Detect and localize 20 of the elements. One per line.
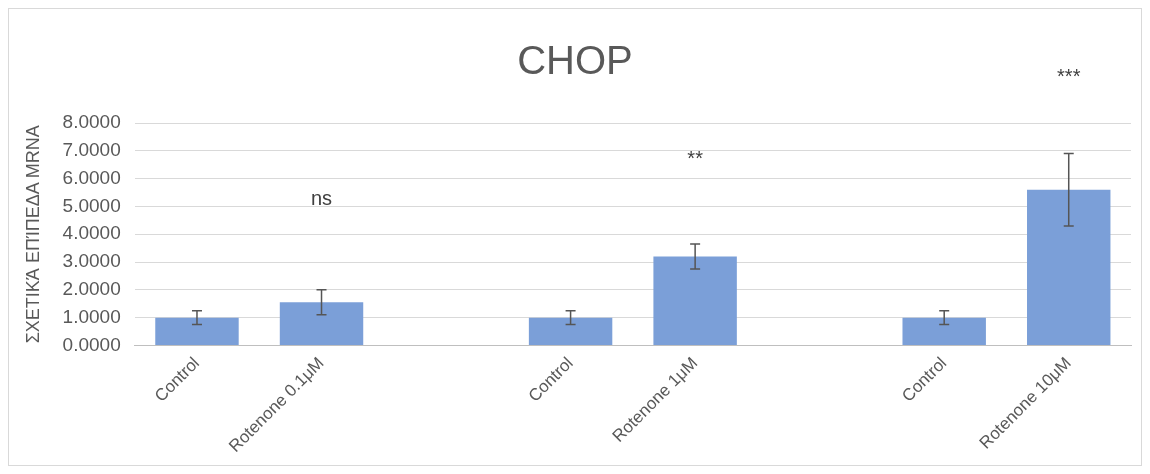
y-axis-title: ΣΧΕΤΙΚΆ ΕΠΊΠΕΔΑ MRNA <box>22 125 43 344</box>
annotation: ns <box>310 186 333 209</box>
y-tick-label: 3.0000 <box>62 250 121 272</box>
y-tick-label: 8.0000 <box>62 111 121 133</box>
bar <box>902 317 986 345</box>
y-tick-label: 6.0000 <box>62 166 121 188</box>
bar <box>653 256 737 345</box>
y-tick-label: 1.0000 <box>62 305 121 327</box>
text: *** <box>1057 64 1081 87</box>
bar <box>1027 189 1111 345</box>
y-tick-label: 7.0000 <box>62 139 121 161</box>
y-tick-label: 4.0000 <box>62 222 121 244</box>
bar <box>155 317 239 345</box>
bar <box>528 317 613 345</box>
y-tick-label: 5.0000 <box>62 194 121 216</box>
y-tick-label: 2.0000 <box>62 278 121 300</box>
y-tick-label: 0.0000 <box>62 333 121 355</box>
chart-title: CHOP <box>517 38 633 83</box>
bar <box>279 302 364 345</box>
annotation: ** <box>687 146 704 169</box>
